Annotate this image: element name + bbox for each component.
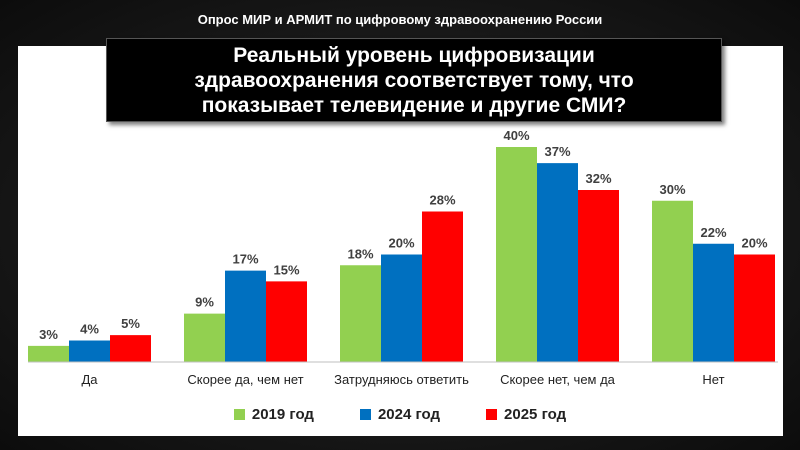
legend-swatch-2025 <box>486 409 498 420</box>
legend-item-2024: 2024 год <box>359 406 441 423</box>
bar-2025-cat-1 <box>266 281 307 362</box>
bar-2024-cat-2 <box>381 254 422 362</box>
bar-2025-cat-2 <box>422 211 463 362</box>
bar-2025-cat-0 <box>110 335 151 362</box>
bar-2019-cat-4 <box>652 200 693 362</box>
chart-title: Реальный уровень цифровизации здравоохра… <box>106 38 722 122</box>
value-label-2025-cat-0: 5% <box>121 316 140 331</box>
category-label-3: Скорее нет, чем да <box>500 372 616 387</box>
value-label-2019-cat-2: 18% <box>347 246 373 261</box>
value-label-2024-cat-2: 20% <box>388 236 414 251</box>
legend-label-2025: 2025 год <box>504 406 567 423</box>
bar-2024-cat-4 <box>693 243 734 362</box>
value-label-2025-cat-2: 28% <box>429 193 455 208</box>
value-label-2024-cat-3: 37% <box>544 144 570 159</box>
value-label-2019-cat-1: 9% <box>195 295 214 310</box>
value-label-2024-cat-1: 17% <box>232 252 258 267</box>
category-label-1: Скорее да, чем нет <box>187 372 303 387</box>
bar-2025-cat-4 <box>734 254 775 362</box>
value-label-2025-cat-1: 15% <box>273 262 299 277</box>
legend-swatch-2019 <box>233 409 245 420</box>
value-label-2024-cat-4: 22% <box>700 225 726 240</box>
bar-2019-cat-1 <box>184 313 225 362</box>
bar-2025-cat-3 <box>578 190 619 362</box>
legend-item-2025: 2025 год <box>486 406 566 423</box>
value-label-2019-cat-0: 3% <box>39 327 58 342</box>
bar-2024-cat-0 <box>69 340 110 362</box>
value-label-2019-cat-4: 30% <box>659 182 685 197</box>
legend: 2019 год 2024 год 2025 год <box>0 406 800 423</box>
category-label-0: Да <box>81 372 98 387</box>
value-label-2024-cat-0: 4% <box>80 322 99 337</box>
survey-header: Опрос МИР и АРМИТ по цифровому здравоохр… <box>197 12 603 27</box>
bar-2019-cat-3 <box>496 147 537 362</box>
value-label-2025-cat-3: 32% <box>585 171 611 186</box>
legend-label-2024: 2024 год <box>377 406 441 423</box>
category-label-4: Нет <box>702 372 724 387</box>
legend-item-2019: 2019 год <box>233 406 314 423</box>
value-label-2025-cat-4: 20% <box>741 236 767 251</box>
category-label-2: Затрудняюсь ответить <box>334 372 469 387</box>
bar-2024-cat-1 <box>225 270 266 362</box>
legend-label-2019: 2019 год <box>251 406 314 423</box>
value-label-2019-cat-3: 40% <box>503 128 529 143</box>
chart-title-text: Реальный уровень цифровизации здравоохра… <box>194 43 634 117</box>
bar-2019-cat-2 <box>340 265 381 362</box>
legend-swatch-2024 <box>359 409 371 420</box>
bar-2024-cat-3 <box>537 163 578 362</box>
bar-2019-cat-0 <box>28 345 69 362</box>
